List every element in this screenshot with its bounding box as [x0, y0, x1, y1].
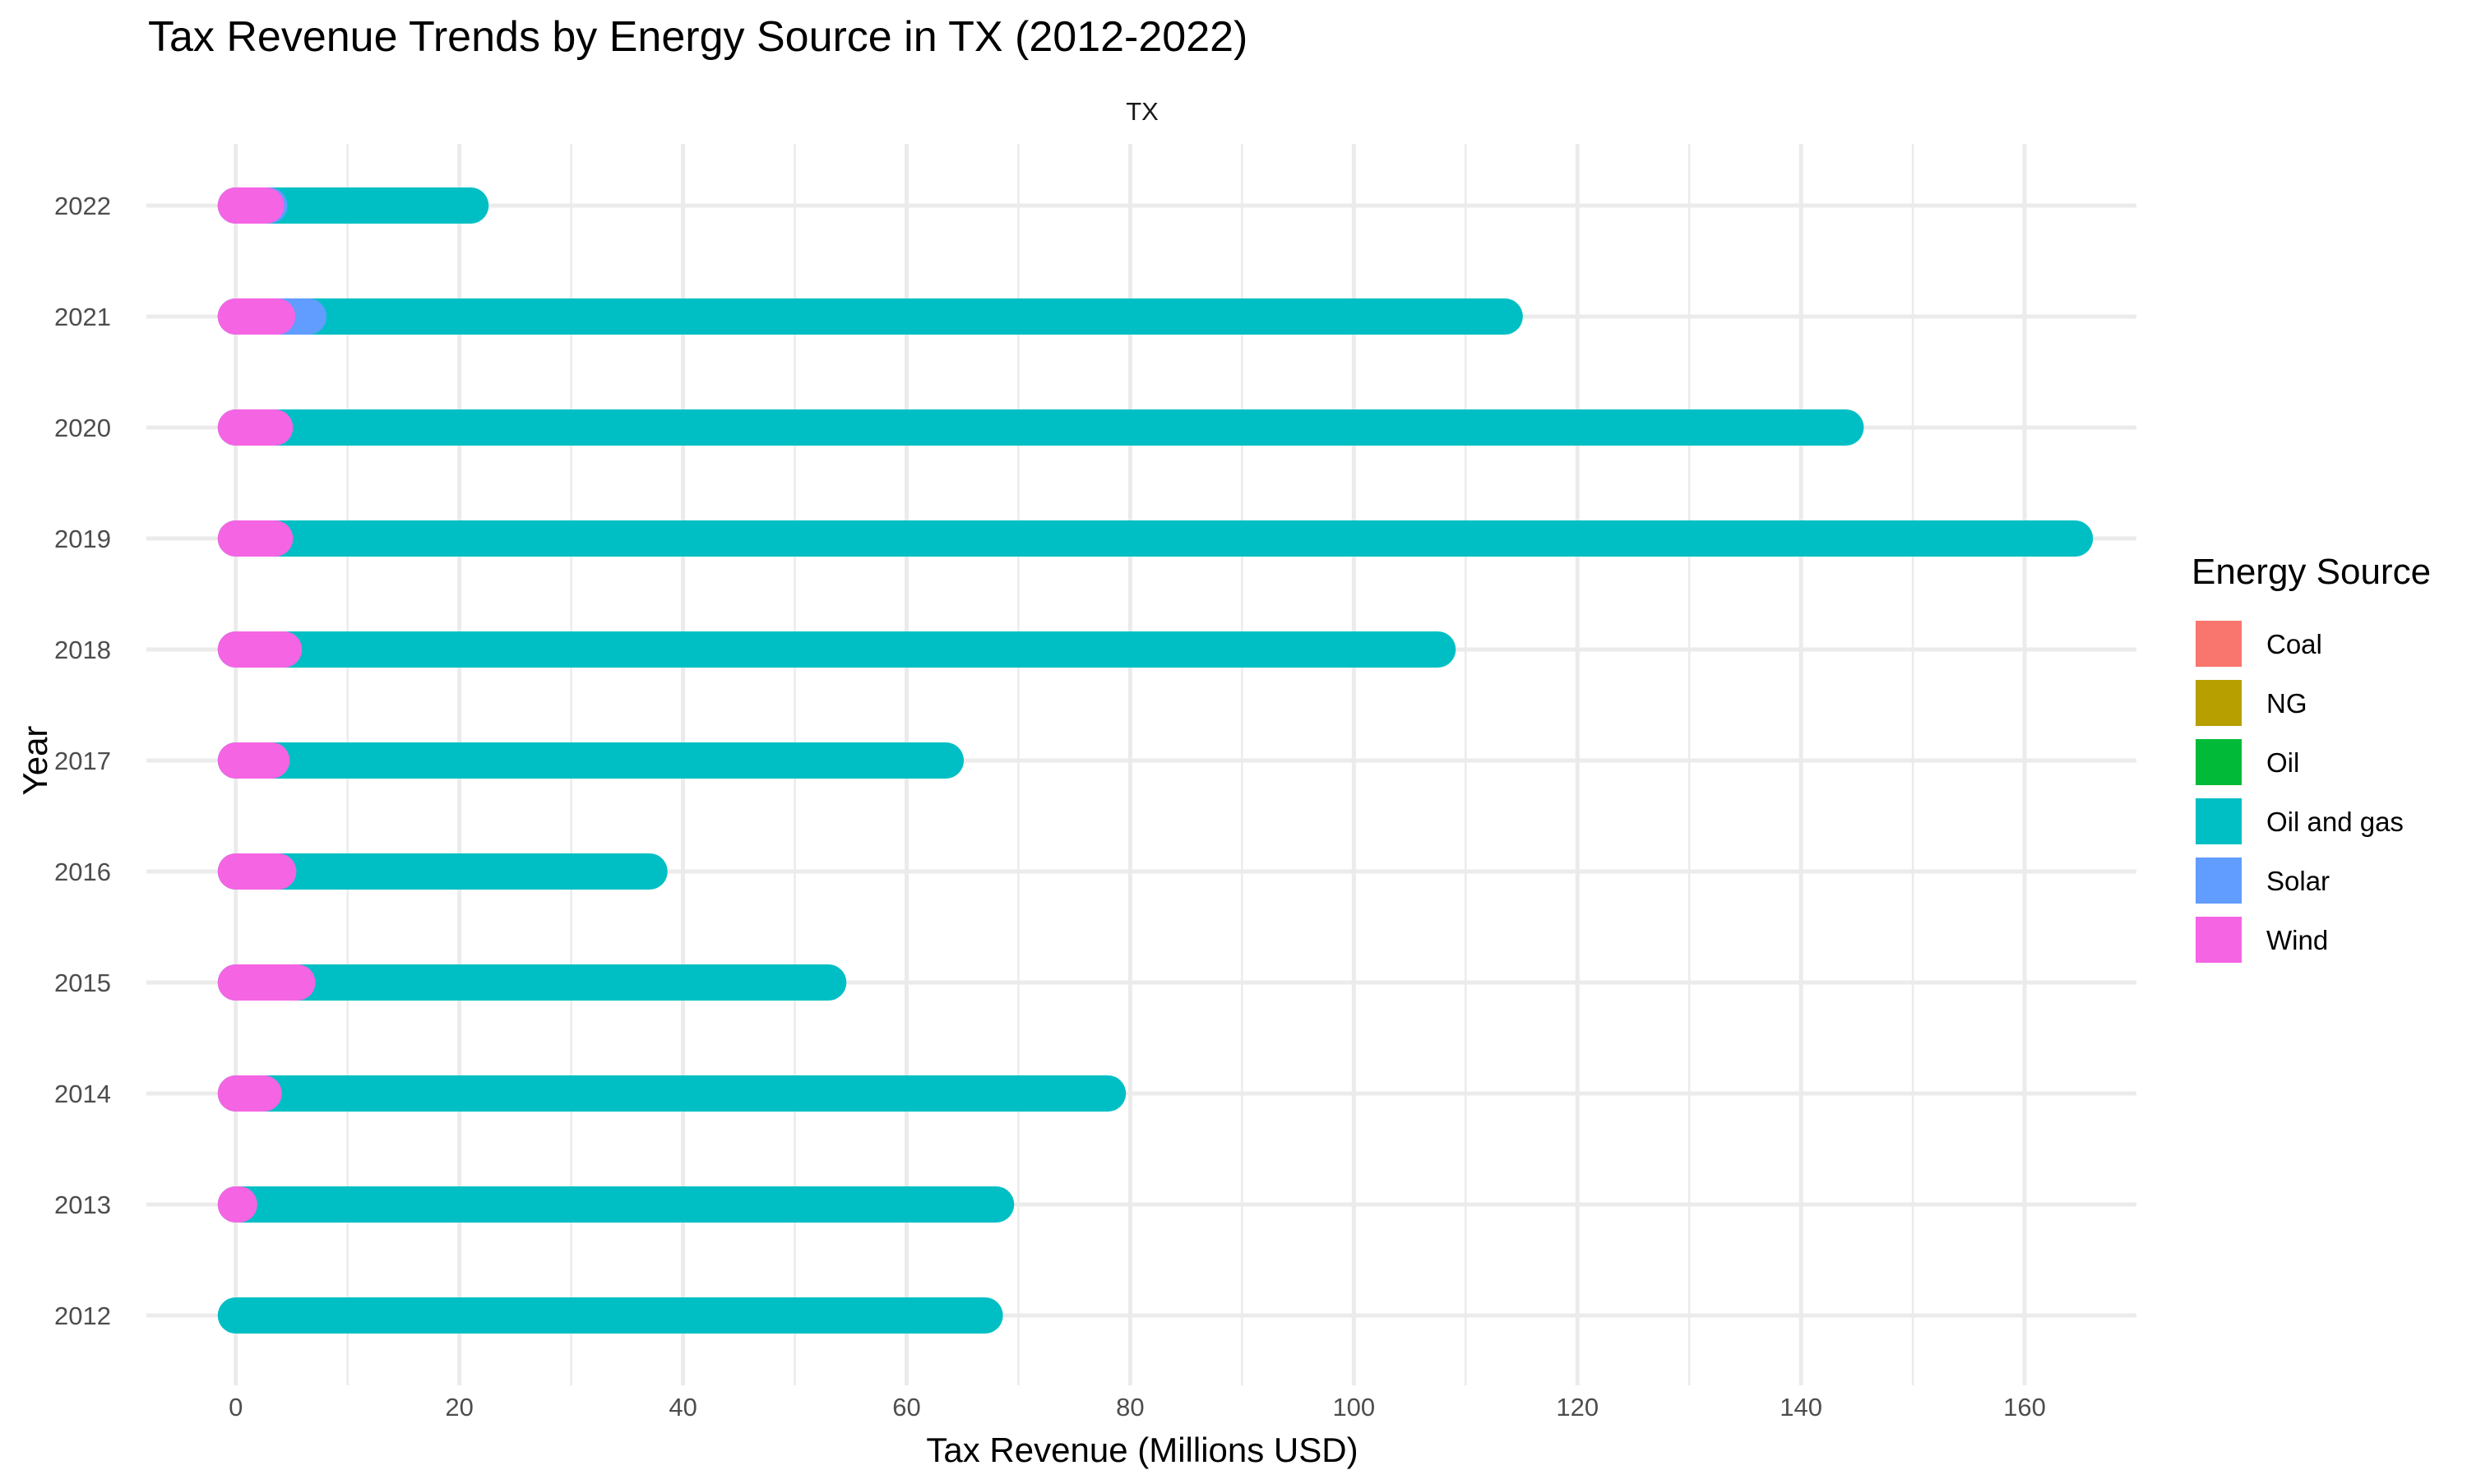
x-tick-labels: 0 20 40 60 80 100 120 140 160: [229, 1393, 2046, 1422]
y-tick-label: 2021: [54, 303, 111, 331]
x-axis-label: Tax Revenue (Millions USD): [926, 1431, 1358, 1469]
y-tick-label: 2022: [54, 192, 111, 220]
legend-key-ng: [2196, 680, 2242, 726]
x-tick-label: 20: [445, 1393, 473, 1422]
y-tick-label: 2019: [54, 525, 111, 553]
legend-label: Coal: [2266, 629, 2322, 659]
x-tick-label: 40: [669, 1393, 697, 1422]
y-tick-label: 2017: [54, 747, 111, 775]
y-axis-label: Year: [16, 726, 54, 796]
legend: Energy Source Coal NG Oil Oil and gas Solar W…: [2192, 552, 2431, 963]
legend-items: Coal NG Oil Oil and gas Solar Wind: [2196, 621, 2404, 963]
legend-key-oil: [2196, 739, 2242, 785]
legend-label: Oil and gas: [2266, 807, 2404, 837]
legend-key-oil-and-gas: [2196, 798, 2242, 844]
bars-layer: [217, 187, 2094, 1334]
x-tick-label: 60: [892, 1393, 920, 1422]
x-tick-label: 120: [1556, 1393, 1599, 1422]
x-tick-label: 140: [1780, 1393, 1822, 1422]
y-tick-label: 2014: [54, 1079, 111, 1108]
legend-key-coal: [2196, 621, 2242, 667]
y-tick-label: 2016: [54, 858, 111, 886]
y-tick-label: 2015: [54, 969, 111, 997]
y-tick-label: 2018: [54, 636, 111, 664]
facet-strip-label: TX: [1126, 97, 1159, 126]
legend-label: Oil: [2266, 747, 2299, 778]
legend-key-wind: [2196, 917, 2242, 963]
legend-label: Solar: [2266, 866, 2330, 896]
x-tick-label: 100: [1332, 1393, 1375, 1422]
legend-key-solar: [2196, 858, 2242, 904]
y-tick-labels: 2012 2013 2014 2015 2016 2017 2018 2019 2020 2021…: [54, 192, 111, 1330]
legend-label: NG: [2266, 688, 2307, 719]
y-tick-label: 2020: [54, 414, 111, 442]
x-tick-label: 0: [229, 1393, 243, 1422]
legend-label: Wind: [2266, 925, 2328, 955]
legend-title: Energy Source: [2192, 552, 2431, 592]
x-tick-label: 160: [2003, 1393, 2046, 1422]
y-tick-label: 2013: [54, 1190, 111, 1219]
y-tick-label: 2012: [54, 1301, 111, 1330]
chart-title: Tax Revenue Trends by Energy Source in T…: [148, 13, 1247, 61]
x-tick-label: 80: [1116, 1393, 1144, 1422]
